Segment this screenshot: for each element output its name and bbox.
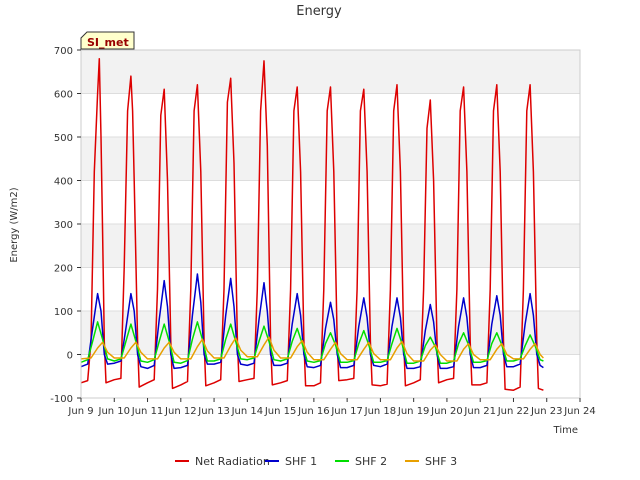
- background-band: [81, 224, 580, 268]
- y-tick-label: 500: [54, 133, 73, 144]
- x-tick-label: Jun 15: [264, 406, 297, 417]
- y-tick-label: 200: [54, 264, 73, 275]
- legend: Net Radiation SHF 1 SHF 2 SHF 3: [175, 455, 457, 468]
- series-layer: [80, 57, 544, 391]
- x-tick-label: Jun 24: [563, 406, 596, 417]
- y-tick-label: 600: [54, 90, 73, 101]
- background-bands: [81, 50, 580, 398]
- y-tick-label: 700: [54, 46, 73, 57]
- legend-label: SHF 1: [285, 455, 317, 468]
- series-line-shf-3: [80, 336, 544, 362]
- x-tick-label: Jun 13: [197, 406, 230, 417]
- background-band: [81, 354, 580, 398]
- background-band: [81, 180, 580, 224]
- legend-label: Net Radiation: [195, 455, 270, 468]
- x-tick-label: Jun 21: [463, 406, 496, 417]
- x-tick-label: Jun 12: [164, 406, 197, 417]
- x-tick-label: Jun 10: [98, 406, 131, 417]
- x-tick-label: Jun 22: [497, 406, 530, 417]
- x-tick-label: Jun 18: [364, 406, 397, 417]
- x-tick-label: Jun 23: [530, 406, 563, 417]
- x-axis-ticks: Jun 9 Jun 10 Jun 11 Jun 12 Jun 13 Jun 14 Jun 1…: [67, 398, 596, 417]
- legend-label: SHF 2: [355, 455, 387, 468]
- x-axis-label: Time: [553, 425, 578, 436]
- y-tick-label: 300: [54, 220, 73, 231]
- y-tick-label: 0: [67, 351, 73, 362]
- y-axis-label: Energy (W/m2): [9, 187, 20, 262]
- site-label-text: SI_met: [87, 36, 129, 49]
- legend-item: Net Radiation: [175, 455, 270, 468]
- x-tick-label: Jun 14: [231, 406, 264, 417]
- x-tick-label: Jun 17: [330, 406, 363, 417]
- y-tick-label: -100: [50, 394, 73, 405]
- site-label-badge: SI_met: [80, 31, 135, 50]
- x-tick-label: Jun 20: [430, 406, 463, 417]
- legend-item: SHF 1: [265, 455, 317, 468]
- x-tick-label: Jun 9: [67, 406, 93, 417]
- y-axis-ticks: -100 0 100 200 300 400 500 600 700: [50, 46, 81, 405]
- x-tick-label: Jun 16: [297, 406, 330, 417]
- chart-title: Energy: [296, 4, 342, 19]
- x-tick-label: Jun 19: [397, 406, 430, 417]
- background-band: [81, 137, 580, 181]
- series-line-shf-1: [80, 273, 544, 370]
- legend-item: SHF 3: [405, 455, 457, 468]
- y-tick-label: 100: [54, 307, 73, 318]
- legend-item: SHF 2: [335, 455, 387, 468]
- legend-label: SHF 3: [425, 455, 457, 468]
- y-tick-label: 400: [54, 177, 73, 188]
- series-line-net-radiation: [80, 57, 544, 391]
- x-tick-label: Jun 11: [131, 406, 164, 417]
